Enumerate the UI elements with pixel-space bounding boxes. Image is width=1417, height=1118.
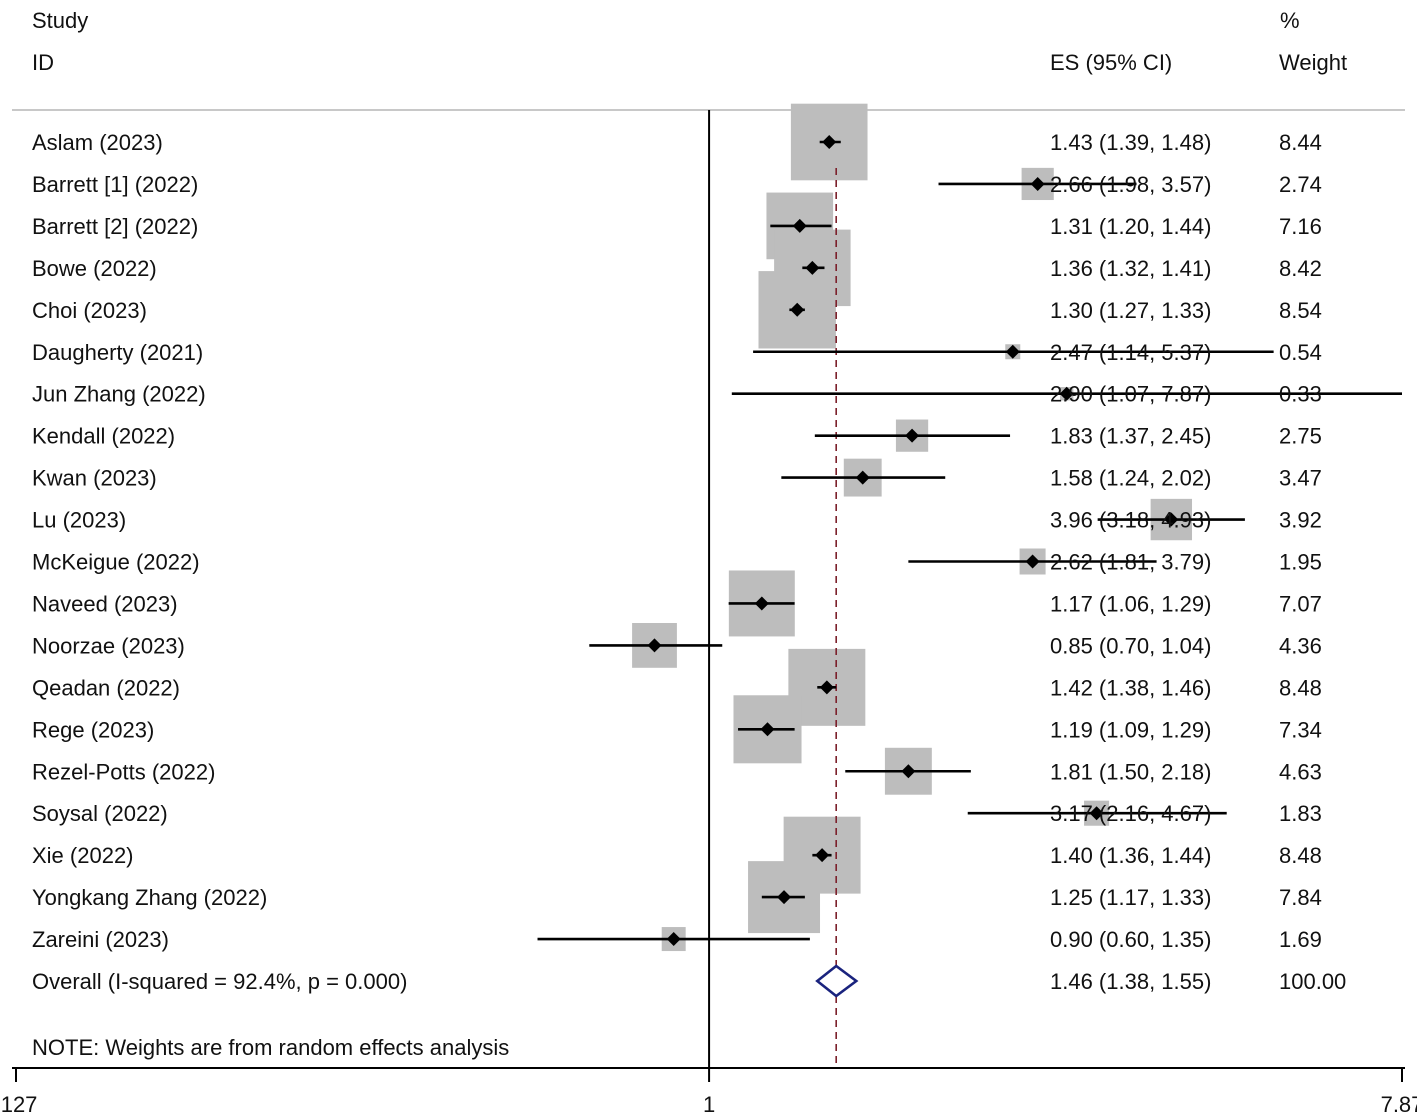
point-estimate <box>819 680 834 695</box>
effect-size-label: 1.58 (1.24, 2.02) <box>1050 466 1211 491</box>
weight-label: 1.95 <box>1279 550 1322 575</box>
x-tick-label: 7.87 <box>1381 1092 1417 1117</box>
study-label: Noorzae (2023) <box>32 633 185 658</box>
study-label: Aslam (2023) <box>32 130 163 155</box>
study-label: Bowe (2022) <box>32 256 157 281</box>
point-estimate <box>1025 554 1040 569</box>
point-estimate <box>792 218 807 233</box>
effect-size-label: 3.17 (2.16, 4.67) <box>1050 801 1211 826</box>
point-estimate <box>901 764 916 779</box>
effect-size-label: 3.96 (3.18, 4.93) <box>1050 508 1211 533</box>
effect-size-label: 1.81 (1.50, 2.18) <box>1050 759 1211 784</box>
x-tick-label: 1 <box>703 1092 715 1117</box>
point-estimate <box>1164 512 1179 527</box>
point-estimate <box>1030 176 1045 191</box>
study-label: Daugherty (2021) <box>32 340 203 365</box>
effect-size-label: 1.40 (1.36, 1.44) <box>1050 843 1211 868</box>
weight-label: 2.74 <box>1279 172 1322 197</box>
effect-size-label: 1.43 (1.39, 1.48) <box>1050 130 1211 155</box>
weight-label: 4.36 <box>1279 633 1322 658</box>
weight-label: 1.83 <box>1279 801 1322 826</box>
study-label: Barrett [1] (2022) <box>32 172 198 197</box>
effect-size-label: 2.47 (1.14, 5.37) <box>1050 340 1211 365</box>
header-es-label: ES (95% CI) <box>1050 50 1172 75</box>
effect-size-label: 2.66 (1.98, 3.57) <box>1050 172 1211 197</box>
effect-size-label: 1.30 (1.27, 1.33) <box>1050 298 1211 323</box>
weight-label: 2.75 <box>1279 424 1322 449</box>
effect-size-label: 2.62 (1.81, 3.79) <box>1050 550 1211 575</box>
weight-label: 8.42 <box>1279 256 1322 281</box>
point-estimate <box>754 596 769 611</box>
point-estimate <box>905 428 920 443</box>
effect-size-label: 1.19 (1.09, 1.29) <box>1050 717 1211 742</box>
header-id-label: ID <box>32 50 54 75</box>
point-estimate <box>822 135 837 149</box>
effect-size-label: 1.25 (1.17, 1.33) <box>1050 885 1211 910</box>
header-study-label: Study <box>32 8 88 33</box>
effect-size-label: 1.83 (1.37, 2.45) <box>1050 424 1211 449</box>
study-label: Kwan (2023) <box>32 466 157 491</box>
weight-label: 7.07 <box>1279 591 1322 616</box>
point-estimate <box>777 890 792 905</box>
weight-label: 0.54 <box>1279 340 1322 365</box>
point-estimate <box>805 260 820 275</box>
weight-label: 7.34 <box>1279 717 1322 742</box>
x-tick-label: .127 <box>0 1092 37 1117</box>
effect-size-label: 1.42 (1.38, 1.46) <box>1050 675 1211 700</box>
weight-label: 4.63 <box>1279 759 1322 784</box>
overall-weight-label: 100.00 <box>1279 969 1346 994</box>
weight-label: 8.48 <box>1279 843 1322 868</box>
study-label: Soysal (2022) <box>32 801 168 826</box>
weight-label: 3.92 <box>1279 508 1322 533</box>
study-label: McKeigue (2022) <box>32 550 200 575</box>
weight-label: 7.16 <box>1279 214 1322 239</box>
column-header: Study ID ES (95% CI) % Weight <box>32 8 1347 75</box>
weight-label: 1.69 <box>1279 927 1322 952</box>
study-label: Jun Zhang (2022) <box>32 382 206 407</box>
footnote: NOTE: Weights are from random effects an… <box>32 1035 509 1060</box>
study-label: Barrett [2] (2022) <box>32 214 198 239</box>
point-estimate <box>1089 806 1104 821</box>
weight-label: 8.48 <box>1279 675 1322 700</box>
study-label: Choi (2023) <box>32 298 147 323</box>
row-labels: Aslam (2023) 1.43 (1.39, 1.48) 8.44 Barrett… <box>32 130 1346 994</box>
study-label: Qeadan (2022) <box>32 675 180 700</box>
study-label: Naveed (2023) <box>32 591 178 616</box>
weight-label: 7.84 <box>1279 885 1322 910</box>
point-estimate <box>815 848 830 863</box>
weight-label: 3.47 <box>1279 466 1322 491</box>
point-estimate <box>790 302 805 317</box>
point-estimate <box>760 722 775 737</box>
point-estimate <box>666 932 681 947</box>
weight-label: 8.44 <box>1279 130 1322 155</box>
header-percent-label: % <box>1280 8 1300 33</box>
study-label: Xie (2022) <box>32 843 134 868</box>
study-label: Lu (2023) <box>32 508 126 533</box>
overall-label: Overall (I-squared = 92.4%, p = 0.000) <box>32 969 407 994</box>
point-estimate <box>647 638 662 653</box>
effect-size-label: 1.36 (1.32, 1.41) <box>1050 256 1211 281</box>
study-label: Rezel-Potts (2022) <box>32 759 215 784</box>
study-label: Rege (2023) <box>32 717 154 742</box>
header-weight-label: Weight <box>1279 50 1347 75</box>
weight-label: 0.33 <box>1279 382 1322 407</box>
effect-size-label: 2.90 (1.07, 7.87) <box>1050 382 1211 407</box>
study-label: Yongkang Zhang (2022) <box>32 885 267 910</box>
effect-size-label: 1.17 (1.06, 1.29) <box>1050 591 1211 616</box>
overall-diamond <box>815 964 859 998</box>
x-axis: .127 1 7.87 <box>0 1067 1417 1117</box>
effect-size-label: 1.31 (1.20, 1.44) <box>1050 214 1211 239</box>
study-label: Kendall (2022) <box>32 424 175 449</box>
effect-size-label: 0.90 (0.60, 1.35) <box>1050 927 1211 952</box>
overall-effect-size-label: 1.46 (1.38, 1.55) <box>1050 969 1211 994</box>
study-label: Zareini (2023) <box>32 927 169 952</box>
point-estimate <box>1005 344 1020 359</box>
forest-marks <box>537 103 1402 1068</box>
weight-label: 8.54 <box>1279 298 1322 323</box>
point-estimate <box>1059 386 1074 401</box>
effect-size-label: 0.85 (0.70, 1.04) <box>1050 633 1211 658</box>
point-estimate <box>855 470 870 485</box>
